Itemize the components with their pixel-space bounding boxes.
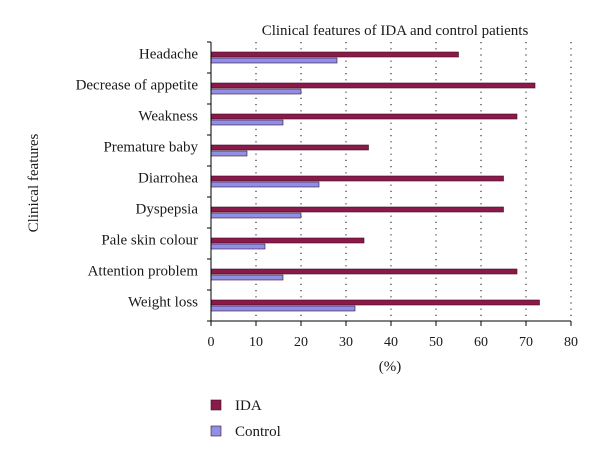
category-label: Decrease of appetite — [76, 78, 199, 94]
bar-control-pale-skin-colour — [211, 244, 265, 249]
bar-ida-weight-loss — [211, 300, 540, 305]
bar-control-decrease-of-appetite — [211, 89, 301, 94]
bar-ida-premature-baby — [211, 145, 369, 150]
x-tick-label: 40 — [384, 335, 398, 350]
category-label: Headache — [139, 47, 198, 63]
bar-control-weight-loss — [211, 306, 355, 311]
category-label: Weight loss — [128, 295, 198, 311]
bar-ida-weakness — [211, 114, 517, 119]
category-label: Attention problem — [88, 264, 199, 280]
x-tick-labels: 0 10 20 30 40 50 60 70 80 — [208, 335, 579, 350]
bar-control-premature-baby — [211, 151, 247, 156]
bar-ida-diarrohea — [211, 176, 504, 181]
x-tick-label: 30 — [339, 335, 353, 350]
x-tick-label: 10 — [249, 335, 263, 350]
bar-control-attention-problem — [211, 275, 283, 280]
category-label: Premature baby — [103, 140, 198, 156]
legend-swatch-control — [211, 426, 221, 436]
x-tick-label: 60 — [474, 335, 488, 350]
bar-ida-attention-problem — [211, 269, 517, 274]
legend-label-control: Control — [235, 424, 281, 440]
bar-control-dyspepsia — [211, 213, 301, 218]
bar-ida-pale-skin-colour — [211, 238, 364, 243]
category-labels: Headache Decrease of appetite Weakness Prem… — [76, 47, 199, 311]
category-label: Pale skin colour — [101, 233, 198, 249]
legend-label-ida: IDA — [235, 398, 262, 414]
category-label: Weakness — [138, 109, 198, 125]
x-tick-label: 50 — [429, 335, 443, 350]
bar-ida-decrease-of-appetite — [211, 83, 535, 88]
category-label: Dyspepsia — [136, 202, 199, 218]
chart-title: Clinical features of IDA and control pat… — [262, 23, 529, 39]
y-axis-label: Clinical features — [26, 133, 42, 232]
legend: IDA Control — [211, 398, 281, 440]
bar-ida-headache — [211, 52, 459, 57]
bar-control-headache — [211, 58, 337, 63]
bar-control-weakness — [211, 120, 283, 125]
x-tick-label: 70 — [519, 335, 533, 350]
x-tick-label: 20 — [294, 335, 308, 350]
legend-swatch-ida — [211, 400, 221, 410]
x-tick-label: 0 — [208, 335, 215, 350]
bars — [211, 52, 540, 311]
bar-ida-dyspepsia — [211, 207, 504, 212]
x-tick-label: 80 — [564, 335, 578, 350]
category-label: Diarrohea — [138, 171, 198, 187]
x-axis-label: (%) — [379, 359, 402, 375]
bar-control-diarrohea — [211, 182, 319, 187]
bar-chart: Clinical features of IDA and control pat… — [0, 0, 600, 463]
